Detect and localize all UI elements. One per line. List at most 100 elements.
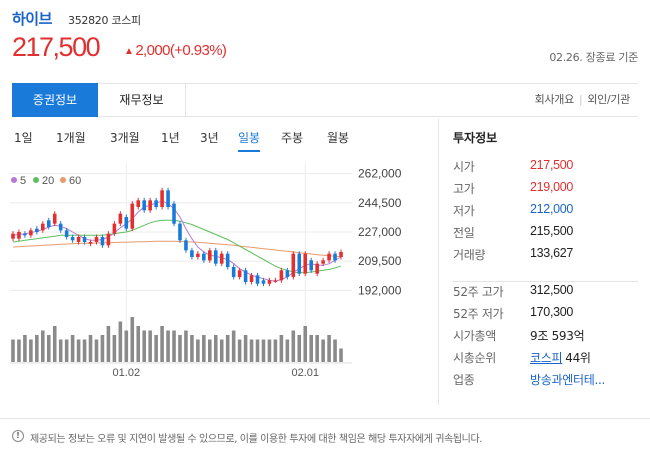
chart-legend: 5 20 60 bbox=[11, 175, 81, 187]
volume-bar-19 bbox=[124, 330, 129, 362]
candle-0 bbox=[11, 233, 15, 239]
candle-7 bbox=[52, 213, 57, 224]
volume-bar-51 bbox=[315, 335, 319, 362]
volume-label: 거래량 bbox=[453, 248, 486, 262]
candle-9 bbox=[64, 230, 69, 237]
sector-label: 업종 bbox=[453, 373, 475, 387]
candle-38 bbox=[237, 270, 242, 277]
w52-high-label: 52주 고가 bbox=[453, 285, 504, 299]
company-overview-link[interactable]: 회사개요 bbox=[534, 93, 575, 106]
info-row-open: 시가 217,500 bbox=[453, 158, 638, 180]
candle-30 bbox=[190, 250, 194, 257]
volume-bar-45 bbox=[279, 335, 284, 362]
candle-25 bbox=[160, 190, 164, 207]
volume-bar-33 bbox=[208, 339, 212, 362]
candle-22 bbox=[142, 200, 146, 211]
volume-bar-28 bbox=[178, 335, 182, 362]
y-tick-label-1: 244,500 bbox=[358, 196, 402, 210]
period-monthly[interactable]: 월봉 bbox=[327, 131, 350, 145]
candle-24 bbox=[154, 200, 158, 207]
price-change-value: 2,000(+0.93%) bbox=[135, 42, 227, 59]
volume-bar-7 bbox=[52, 326, 57, 362]
candle-4 bbox=[35, 228, 39, 232]
volume-bar-2 bbox=[23, 335, 27, 362]
volume-bar-48 bbox=[297, 335, 302, 362]
candle-28 bbox=[178, 223, 182, 241]
volume-bar-53 bbox=[327, 335, 331, 362]
period-3m[interactable]: 3개월 bbox=[110, 131, 140, 145]
volume-bar-4 bbox=[35, 335, 39, 362]
sector-link[interactable]: 방송과엔터테... bbox=[530, 373, 605, 387]
y-tick-label-3: 209,500 bbox=[358, 254, 402, 268]
market-rank-label: 시총순위 bbox=[453, 351, 496, 365]
tab-financial-info[interactable]: 재무정보 bbox=[98, 83, 186, 117]
legend-ma5-dot bbox=[11, 177, 17, 183]
candle-44 bbox=[273, 280, 278, 282]
period-weekly[interactable]: 주봉 bbox=[281, 131, 304, 145]
volume-bar-12 bbox=[82, 339, 87, 362]
volume-bar-44 bbox=[273, 339, 278, 362]
legend-ma20: 20 bbox=[42, 175, 54, 187]
candle-3 bbox=[29, 230, 33, 236]
info-row-52w-high: 52주 고가 312,500 bbox=[453, 283, 638, 305]
candle-14 bbox=[94, 237, 99, 242]
candle-8 bbox=[58, 223, 63, 231]
period-daily[interactable]: 일봉 bbox=[238, 129, 261, 152]
candle-2 bbox=[23, 233, 27, 236]
info-row-sector: 업종 방송과엔터테... bbox=[453, 371, 638, 393]
info-row-rank: 시총순위 코스피 44위 bbox=[453, 349, 638, 371]
info-separator bbox=[453, 281, 638, 282]
market-rank-number: 44위 bbox=[565, 351, 591, 365]
candle-11 bbox=[76, 237, 81, 242]
low-value: 212,000 bbox=[530, 202, 574, 216]
foreign-institution-link[interactable]: 외인/기관 bbox=[587, 93, 630, 106]
period-1y[interactable]: 1년 bbox=[161, 131, 180, 145]
period-1m[interactable]: 1개월 bbox=[56, 131, 86, 145]
tab-stock-info[interactable]: 증권정보 bbox=[12, 83, 98, 117]
market-cap-label: 시가총액 bbox=[453, 329, 496, 343]
volume-bar-23 bbox=[148, 330, 152, 362]
stock-code-number: 352820 bbox=[68, 14, 109, 27]
candle-23 bbox=[148, 200, 152, 211]
stock-chart[interactable]: 5 20 60 262,000 244,500 227,000 209,500 192,… bbox=[8, 157, 426, 379]
candle-6 bbox=[46, 220, 51, 227]
market-rank-link[interactable]: 코스피 bbox=[530, 351, 563, 365]
candle-29 bbox=[184, 240, 188, 251]
w52-low-label: 52주 저가 bbox=[453, 307, 504, 321]
y-tick-label-2: 227,000 bbox=[358, 225, 402, 239]
volume-bar-22 bbox=[142, 330, 146, 362]
volume-bar-37 bbox=[231, 330, 236, 362]
candle-41 bbox=[255, 275, 260, 284]
info-row-prev: 전일 215,500 bbox=[453, 224, 638, 246]
volume-bar-50 bbox=[309, 335, 313, 362]
price-change: ▲ 2,000(+0.93%) bbox=[124, 42, 227, 59]
high-value: 219,000 bbox=[530, 180, 574, 194]
volume-bar-8 bbox=[58, 339, 63, 362]
legend-ma20-dot bbox=[33, 177, 39, 183]
up-arrow-icon: ▲ bbox=[124, 46, 134, 57]
open-value: 217,500 bbox=[530, 158, 574, 172]
volume-bar-32 bbox=[202, 335, 206, 362]
ma60-line bbox=[12, 240, 342, 258]
volume-bar-9 bbox=[64, 339, 69, 362]
stock-name-link[interactable]: 하이브 bbox=[12, 10, 52, 28]
candle-35 bbox=[219, 253, 224, 264]
volume-bar-36 bbox=[225, 335, 230, 362]
candle-26 bbox=[166, 190, 170, 207]
investment-info-title: 투자정보 bbox=[453, 131, 498, 145]
candle-55 bbox=[339, 252, 343, 257]
w52-low-value: 170,300 bbox=[530, 305, 574, 319]
volume-bar-39 bbox=[243, 335, 248, 362]
vertical-divider bbox=[438, 119, 439, 405]
candle-49 bbox=[303, 253, 308, 274]
footer-notice: ! 제공되는 정보는 오류 및 지연이 발생될 수 있으므로, 이를 이용한 투… bbox=[0, 418, 650, 450]
volume-bar-55 bbox=[339, 348, 343, 362]
candle-43 bbox=[267, 280, 272, 284]
volume-bar-14 bbox=[94, 339, 99, 362]
period-1d[interactable]: 1일 bbox=[14, 131, 33, 145]
info-row-low: 저가 212,000 bbox=[453, 202, 638, 224]
candle-51 bbox=[315, 263, 319, 274]
y-tick-label-4: 192,000 bbox=[358, 283, 402, 297]
stock-code: 352820 코스피 bbox=[68, 12, 141, 28]
period-3y[interactable]: 3년 bbox=[200, 131, 219, 145]
